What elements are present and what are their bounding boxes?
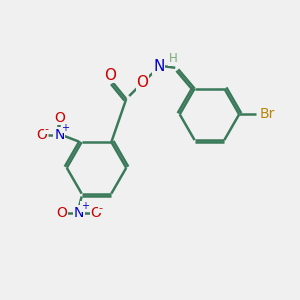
- Text: N: N: [74, 206, 84, 220]
- Text: N: N: [153, 59, 165, 74]
- Text: O: O: [37, 128, 47, 142]
- Text: Br: Br: [260, 107, 275, 121]
- Text: O: O: [136, 75, 148, 90]
- Text: -: -: [45, 124, 49, 134]
- Text: H: H: [169, 52, 177, 65]
- Text: +: +: [81, 201, 88, 211]
- Text: +: +: [61, 123, 69, 133]
- Text: N: N: [54, 128, 64, 142]
- Text: O: O: [91, 206, 101, 220]
- Text: O: O: [56, 206, 67, 220]
- Text: -: -: [98, 203, 102, 213]
- Text: O: O: [54, 111, 65, 125]
- Text: O: O: [104, 68, 116, 83]
